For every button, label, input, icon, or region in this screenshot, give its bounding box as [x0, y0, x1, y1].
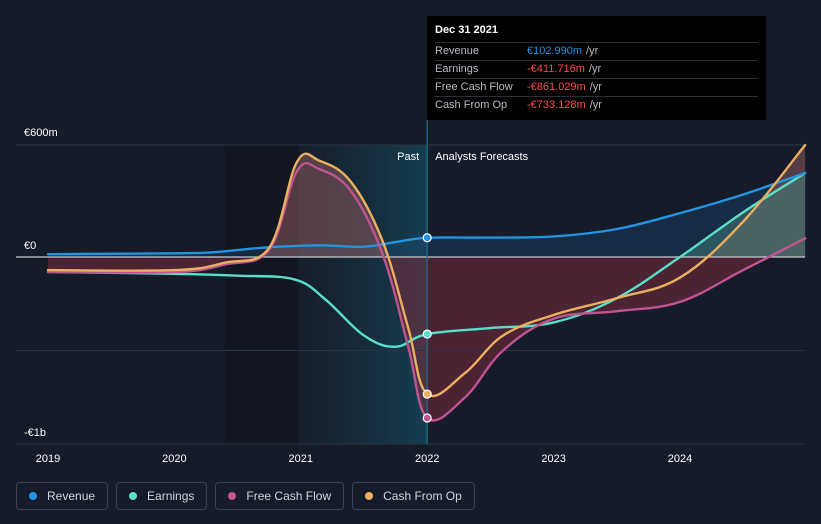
tooltip-date: Dec 31 2021	[435, 24, 498, 36]
y-label-top: €600m	[24, 127, 58, 139]
tooltip-unit: /yr	[589, 99, 602, 111]
legend-dot-icon	[365, 492, 374, 500]
legend-item-earnings[interactable]: Earnings	[116, 482, 208, 510]
tooltip-unit: /yr	[588, 63, 602, 75]
tooltip-label: Free Cash Flow	[435, 81, 513, 93]
y-label-bottom: -€1b	[24, 427, 46, 439]
tooltip-label: Revenue	[435, 45, 480, 57]
tooltip-row-free-cash-flow: Free Cash Flow -€861.029m /yr	[435, 78, 758, 96]
series-line-cash-from-op	[46, 143, 807, 398]
tooltip-unit: /yr	[586, 45, 599, 57]
x-tick-label: 2021	[289, 453, 313, 465]
tooltip-value: -€861.029m	[527, 81, 586, 93]
tooltip-row-cash-from-op: Cash From Op -€733.128m /yr	[435, 96, 758, 114]
marker-revenue	[422, 233, 432, 243]
x-tick-label: 2023	[541, 453, 565, 465]
legend-item-revenue[interactable]: Revenue	[16, 482, 109, 510]
earnings-area	[48, 173, 806, 257]
tooltip-row-revenue: Revenue €102.990m /yr	[435, 42, 758, 60]
series-line-revenue	[46, 171, 807, 256]
tooltip-value: -€733.128m	[527, 99, 586, 111]
legend-item-free-cash-flow[interactable]: Free Cash Flow	[215, 482, 345, 510]
marker-earnings	[422, 329, 432, 339]
tooltip-label: Earnings	[435, 63, 479, 75]
tooltip-value: €102.990m	[527, 45, 583, 57]
y-label-zero: €0	[24, 240, 36, 252]
marker-cash-from-op	[422, 389, 432, 399]
past-label: Past	[397, 151, 419, 163]
x-tick-label: 2024	[668, 453, 692, 465]
legend-dot-icon	[129, 492, 138, 500]
x-tick-label: 2020	[162, 453, 186, 465]
legend-dot-icon	[228, 492, 237, 500]
legend-label: Revenue	[47, 489, 96, 503]
tooltip-value: -€411.716m	[527, 63, 585, 75]
data-tooltip: Dec 31 2021 Revenue €102.990m /yr Earnin…	[427, 16, 766, 120]
marker-free-cash-flow	[422, 413, 432, 423]
x-tick-label: 2019	[36, 453, 60, 465]
tooltip-label: Cash From Op	[435, 99, 508, 111]
legend-dot-icon	[29, 492, 37, 500]
revenue-area	[48, 173, 806, 257]
x-tick-label: 2022	[415, 453, 439, 465]
cash-flow-chart: €600m €0 -€1b Past Analysts Forecasts 2019 202…	[16, 120, 807, 465]
tooltip-unit: /yr	[589, 81, 602, 93]
forecast-label: Analysts Forecasts	[435, 151, 528, 163]
legend-label: Cash From Op	[383, 489, 462, 503]
tooltip-row-earnings: Earnings -€411.716m /yr	[435, 60, 758, 78]
series-line-free-cash-flow	[46, 162, 807, 422]
legend-label: Earnings	[147, 489, 195, 503]
legend-item-cash-from-op[interactable]: Cash From Op	[352, 482, 475, 510]
legend-label: Free Cash Flow	[246, 489, 332, 503]
chart-legend: Revenue Earnings Free Cash Flow Cash Fro…	[16, 482, 475, 510]
